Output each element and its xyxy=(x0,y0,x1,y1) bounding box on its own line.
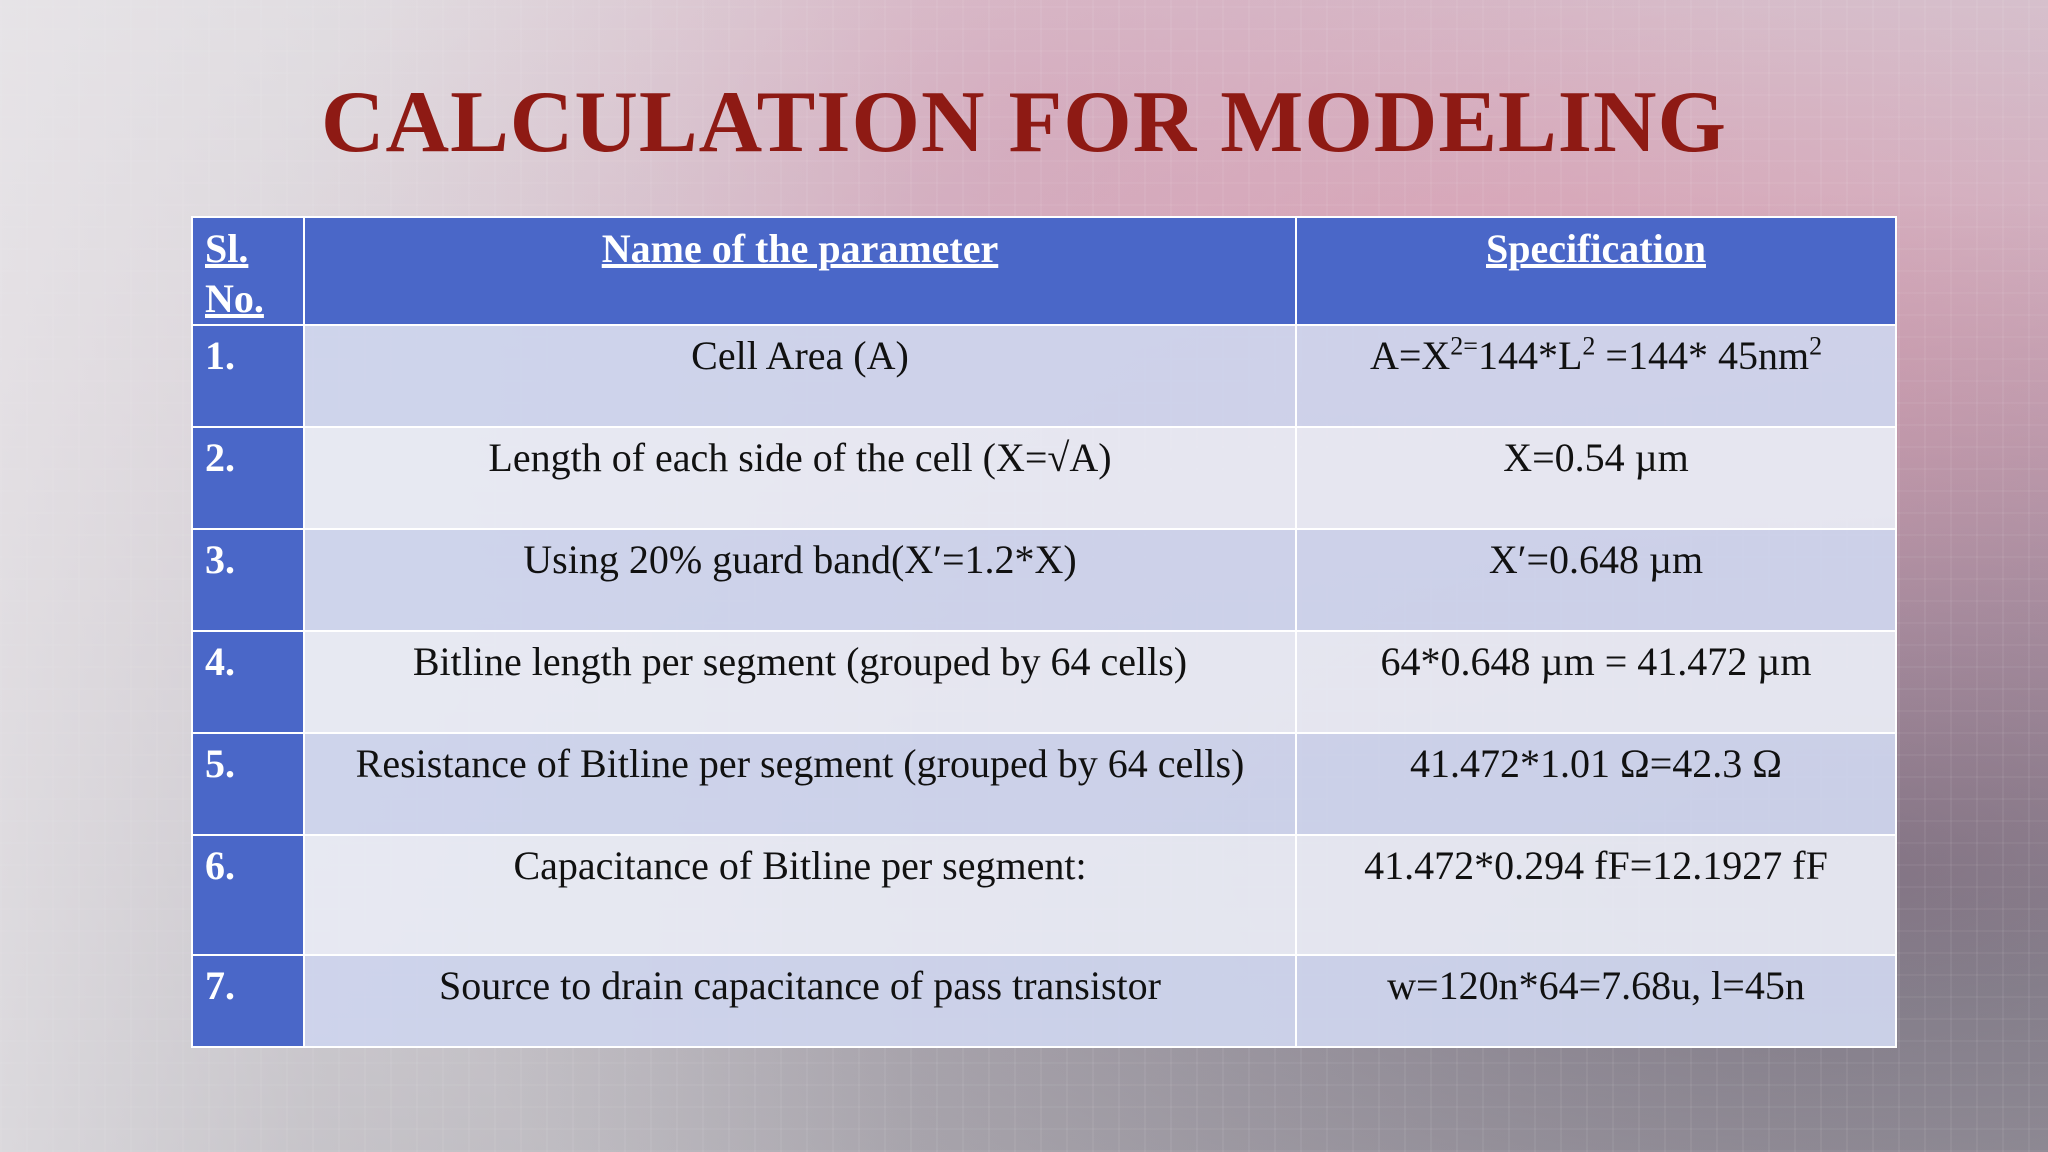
table-row: 3. Using 20% guard band(X′=1.2*X) X′=0.6… xyxy=(191,528,1897,632)
row-number: 7. xyxy=(191,954,305,1048)
table-row: 1. Cell Area (A) A=X2=144*L2 =144* 45nm2 xyxy=(191,324,1897,428)
parameter-cell: Cell Area (A) xyxy=(303,324,1297,428)
row-number: 2. xyxy=(191,426,305,530)
specification-cell: 64*0.648 µm = 41.472 µm xyxy=(1295,630,1897,734)
table-row: 6. Capacitance of Bitline per segment: 4… xyxy=(191,834,1897,956)
specification-cell: A=X2=144*L2 =144* 45nm2 xyxy=(1295,324,1897,428)
specification-cell: X=0.54 µm xyxy=(1295,426,1897,530)
parameter-table: Sl. No. Name of the parameter Specificat… xyxy=(191,216,1897,1048)
parameter-cell: Source to drain capacitance of pass tran… xyxy=(303,954,1297,1048)
table-row: 5. Resistance of Bitline per segment (gr… xyxy=(191,732,1897,836)
parameter-cell: Bitline length per segment (grouped by 6… xyxy=(303,630,1297,734)
spec-superscript: 2 xyxy=(1809,331,1823,361)
row-number: 6. xyxy=(191,834,305,956)
parameter-cell: Capacitance of Bitline per segment: xyxy=(303,834,1297,956)
parameter-cell: Resistance of Bitline per segment (group… xyxy=(303,732,1297,836)
header-specification: Specification xyxy=(1295,216,1897,326)
row-number: 5. xyxy=(191,732,305,836)
slide-title: CALCULATION FOR MODELING xyxy=(320,74,1727,171)
table-header-row: Sl. No. Name of the parameter Specificat… xyxy=(191,216,1897,326)
specification-cell: w=120n*64=7.68u, l=45n xyxy=(1295,954,1897,1048)
table-row: 4. Bitline length per segment (grouped b… xyxy=(191,630,1897,734)
parameter-cell: Length of each side of the cell (X=√A) xyxy=(303,426,1297,530)
spec-superscript: 2 xyxy=(1582,331,1596,361)
spec-text: =144* 45nm xyxy=(1595,333,1810,378)
header-parameter: Name of the parameter xyxy=(303,216,1297,326)
row-number: 3. xyxy=(191,528,305,632)
spec-superscript: 2= xyxy=(1450,331,1478,361)
header-sl-no: Sl. No. xyxy=(191,216,305,326)
spec-text: A=X xyxy=(1369,333,1451,378)
specification-cell: 41.472*1.01 Ω=42.3 Ω xyxy=(1295,732,1897,836)
table-row: 7. Source to drain capacitance of pass t… xyxy=(191,954,1897,1048)
specification-cell: X′=0.648 µm xyxy=(1295,528,1897,632)
table-row: 2. Length of each side of the cell (X=√A… xyxy=(191,426,1897,530)
parameter-cell: Using 20% guard band(X′=1.2*X) xyxy=(303,528,1297,632)
row-number: 1. xyxy=(191,324,305,428)
spec-text: 144*L xyxy=(1477,333,1583,378)
specification-cell: 41.472*0.294 fF=12.1927 fF xyxy=(1295,834,1897,956)
row-number: 4. xyxy=(191,630,305,734)
